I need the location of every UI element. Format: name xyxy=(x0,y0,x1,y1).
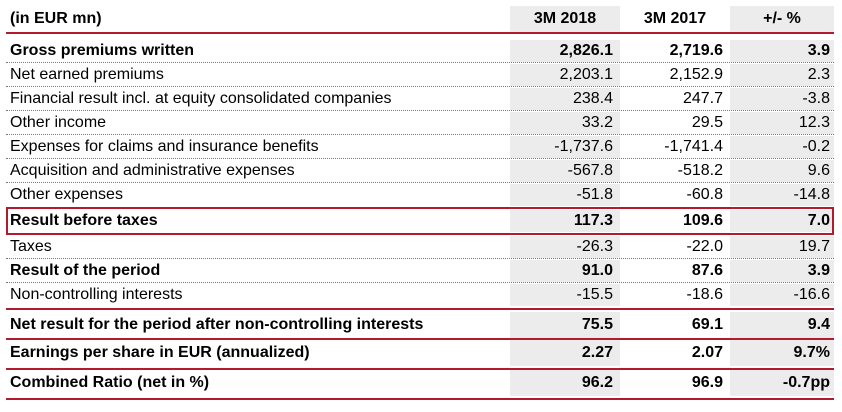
value-3m-2018: -567.8 xyxy=(510,160,620,182)
row-divider xyxy=(6,62,834,63)
value-3m-2018: 117.3 xyxy=(510,210,620,232)
row-label: Other expenses xyxy=(10,186,123,203)
section-divider xyxy=(6,368,834,370)
value-3m-2017: 29.5 xyxy=(691,114,723,131)
value-3m-2017: 87.6 xyxy=(691,262,723,279)
value-change: -0.2 xyxy=(730,136,834,158)
value-change: -3.8 xyxy=(730,88,834,110)
value-change: 9.4 xyxy=(730,312,834,338)
value-change: -14.8 xyxy=(730,184,834,206)
value-3m-2017: -18.6 xyxy=(686,286,723,303)
value-3m-2017: 2.07 xyxy=(691,344,723,361)
row-label: Other income xyxy=(10,114,107,131)
row-label: Non-controlling interests xyxy=(10,286,183,303)
table-row: Other income 33.2 29.5 12.3 xyxy=(6,112,834,134)
table-bottom-border xyxy=(6,398,834,400)
table-row: Expenses for claims and insurance benefi… xyxy=(6,136,834,158)
value-change: 3.9 xyxy=(730,40,834,62)
value-3m-2018: 96.2 xyxy=(510,370,620,396)
value-3m-2017: -22.0 xyxy=(686,238,723,255)
row-label: Combined Ratio (net in %) xyxy=(10,374,210,391)
value-change: -16.6 xyxy=(730,284,834,306)
value-3m-2018: -15.5 xyxy=(510,284,620,306)
table-row: Financial result incl. at equity consoli… xyxy=(6,88,834,110)
value-change: 2.3 xyxy=(730,64,834,86)
value-3m-2017: -518.2 xyxy=(677,162,723,179)
value-change: 19.7 xyxy=(730,236,834,258)
value-3m-2018: 91.0 xyxy=(510,260,620,282)
row-label: Result of the period xyxy=(10,262,161,279)
table-row: Net result for the period after non-cont… xyxy=(6,312,834,338)
header-divider xyxy=(6,32,834,34)
table-header-row: (in EUR mn) 3M 2018 3M 2017 +/- % xyxy=(6,6,834,32)
table-row: Earnings per share in EUR (annualized) 2… xyxy=(6,340,834,366)
value-3m-2018: 2,203.1 xyxy=(510,64,620,86)
section-divider xyxy=(6,308,834,310)
value-3m-2018: 75.5 xyxy=(510,312,620,338)
table-row: Taxes -26.3 -22.0 19.7 xyxy=(6,236,834,258)
value-3m-2017: 2,719.6 xyxy=(669,42,723,59)
row-divider xyxy=(6,86,834,87)
section-divider xyxy=(6,338,834,340)
value-3m-2017: 109.6 xyxy=(682,212,723,229)
value-change: 12.3 xyxy=(730,112,834,134)
value-change: 7.0 xyxy=(730,210,834,232)
row-divider xyxy=(6,182,834,183)
value-change: -0.7pp xyxy=(730,370,834,396)
value-3m-2017: -1,741.4 xyxy=(664,138,723,155)
value-change: 9.7% xyxy=(730,340,834,366)
value-3m-2017: 247.7 xyxy=(682,90,723,107)
value-3m-2017: 96.9 xyxy=(691,374,723,391)
value-3m-2018: 2,826.1 xyxy=(510,40,620,62)
value-3m-2018: 238.4 xyxy=(510,88,620,110)
row-divider xyxy=(6,110,834,111)
table-row: Other expenses -51.8 -60.8 -14.8 xyxy=(6,184,834,206)
row-label: Result before taxes xyxy=(10,212,158,229)
row-label: Acquisition and administrative expenses xyxy=(10,162,295,179)
table-row: Net earned premiums 2,203.1 2,152.9 2.3 xyxy=(6,64,834,86)
row-label: Gross premiums written xyxy=(10,42,195,59)
column-header-3m-2017: 3M 2017 xyxy=(643,10,707,27)
table-row: Result before taxes 117.3 109.6 7.0 xyxy=(6,210,834,232)
table-row: Non-controlling interests -15.5 -18.6 -1… xyxy=(6,284,834,306)
row-label: Financial result incl. at equity consoli… xyxy=(10,90,392,107)
column-header-3m-2018: 3M 2018 xyxy=(510,6,620,32)
column-header-change-percent: +/- % xyxy=(730,6,834,32)
row-label: Expenses for claims and insurance benefi… xyxy=(10,138,319,155)
value-3m-2017: 2,152.9 xyxy=(669,66,723,83)
row-label: Net earned premiums xyxy=(10,66,164,83)
row-label: Earnings per share in EUR (annualized) xyxy=(10,344,310,361)
table-row: Gross premiums written 2,826.1 2,719.6 3… xyxy=(6,40,834,62)
row-label: Taxes xyxy=(10,238,52,255)
table-row: Result of the period 91.0 87.6 3.9 xyxy=(6,260,834,282)
value-3m-2018: 33.2 xyxy=(510,112,620,134)
value-3m-2018: 2.27 xyxy=(510,340,620,366)
unit-header: (in EUR mn) xyxy=(10,10,102,27)
value-change: 9.6 xyxy=(730,160,834,182)
value-3m-2018: -26.3 xyxy=(510,236,620,258)
row-divider xyxy=(6,258,834,259)
value-3m-2018: -51.8 xyxy=(510,184,620,206)
row-divider xyxy=(6,134,834,135)
value-3m-2017: 69.1 xyxy=(691,316,723,333)
value-change: 3.9 xyxy=(730,260,834,282)
value-3m-2017: -60.8 xyxy=(686,186,723,203)
row-divider xyxy=(6,282,834,283)
table-row: Acquisition and administrative expenses … xyxy=(6,160,834,182)
value-3m-2018: -1,737.6 xyxy=(510,136,620,158)
row-label: Net result for the period after non-cont… xyxy=(10,316,424,333)
table-row: Combined Ratio (net in %) 96.2 96.9 -0.7… xyxy=(6,370,834,396)
row-divider xyxy=(6,158,834,159)
